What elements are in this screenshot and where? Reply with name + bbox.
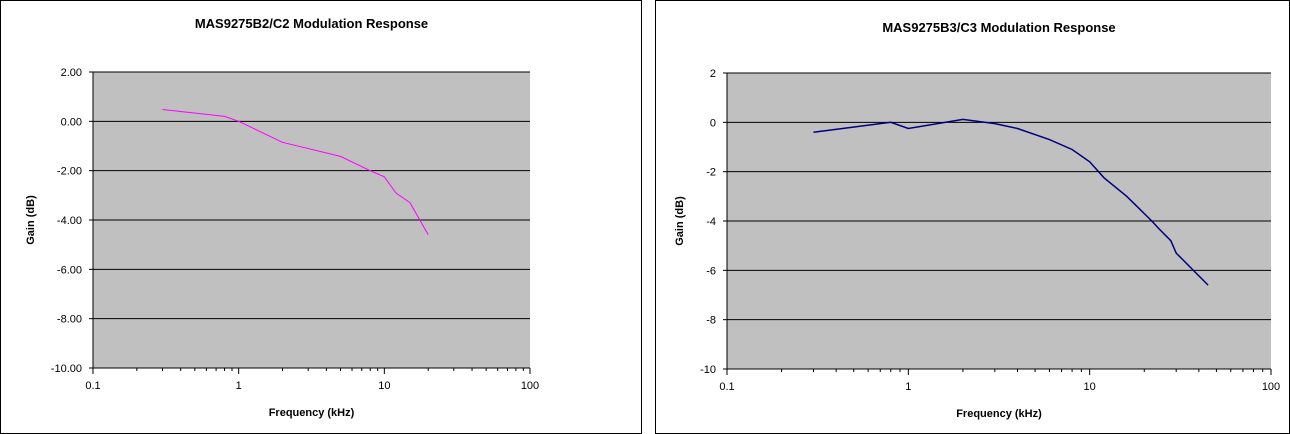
data-point	[994, 123, 996, 125]
data-point	[384, 176, 386, 178]
data-point	[427, 234, 429, 236]
data-point	[238, 121, 240, 123]
y-tick-label: -2	[706, 167, 716, 179]
data-point	[1049, 139, 1051, 141]
data-point	[409, 202, 411, 204]
data-point	[340, 156, 342, 158]
x-tick-label: 0.1	[719, 381, 734, 393]
y-tick-label: -10	[700, 364, 716, 376]
y-tick-label: -10.00	[51, 363, 82, 375]
data-point	[908, 128, 910, 130]
y-axis-title: Gain (dB)	[25, 195, 37, 245]
data-point	[890, 122, 892, 124]
y-tick-label: -8	[706, 315, 716, 327]
data-point	[813, 131, 815, 133]
y-tick-label: -6.00	[57, 264, 82, 276]
data-point	[162, 109, 164, 111]
x-tick-label: 1	[236, 380, 242, 392]
data-point	[369, 170, 371, 172]
data-point	[1170, 240, 1172, 242]
data-point	[962, 119, 964, 121]
y-tick-label: -2.00	[57, 166, 82, 178]
y-axis-title: Gain (dB)	[674, 196, 686, 246]
data-point	[1151, 220, 1153, 222]
y-tick-label: -8.00	[57, 314, 82, 326]
y-tick-label: 0	[710, 117, 716, 129]
data-point	[1143, 213, 1145, 215]
y-tick-label: 2	[710, 68, 716, 80]
chart-panel-b3c3: MAS9275B3/C3 Modulation Response 2 0 -2 -4 -6…	[655, 0, 1290, 434]
series-line	[813, 118, 1209, 286]
data-point	[224, 116, 226, 118]
y-tick-label: 0.00	[61, 116, 82, 128]
chart-title: MAS9275B3/C3 Modulation Response	[882, 20, 1115, 35]
data-point	[1175, 252, 1177, 254]
data-point	[1089, 161, 1091, 163]
data-point	[282, 142, 284, 144]
x-tick-label: 0.1	[85, 380, 100, 392]
data-point	[1207, 284, 1209, 286]
x-tick-label: 100	[1262, 381, 1280, 393]
y-tick-label: -4.00	[57, 215, 82, 227]
data-point	[1126, 196, 1128, 198]
chart-panel-b2c2: MAS9275B2/C2 Modulation Response 2.00 0.00…	[0, 0, 642, 434]
data-point	[1158, 228, 1160, 230]
data-point	[1071, 149, 1073, 151]
x-axis-title: Frequency (kHz)	[956, 408, 1042, 420]
x-tick-label: 100	[521, 380, 539, 392]
chart-title: MAS9275B2/C2 Modulation Response	[195, 16, 428, 31]
x-tick-label: 10	[378, 380, 390, 392]
data-point	[395, 192, 397, 194]
x-tick-label: 1	[905, 381, 911, 393]
y-tick-label: -4	[706, 216, 716, 228]
x-axis-title: Frequency (kHz)	[269, 407, 355, 419]
data-point	[1103, 177, 1105, 179]
data-point	[1017, 128, 1019, 130]
series-line	[162, 109, 429, 236]
y-tick-label: 2.00	[61, 67, 82, 79]
y-tick-label: -6	[706, 265, 716, 277]
x-tick-label: 10	[1084, 381, 1096, 393]
